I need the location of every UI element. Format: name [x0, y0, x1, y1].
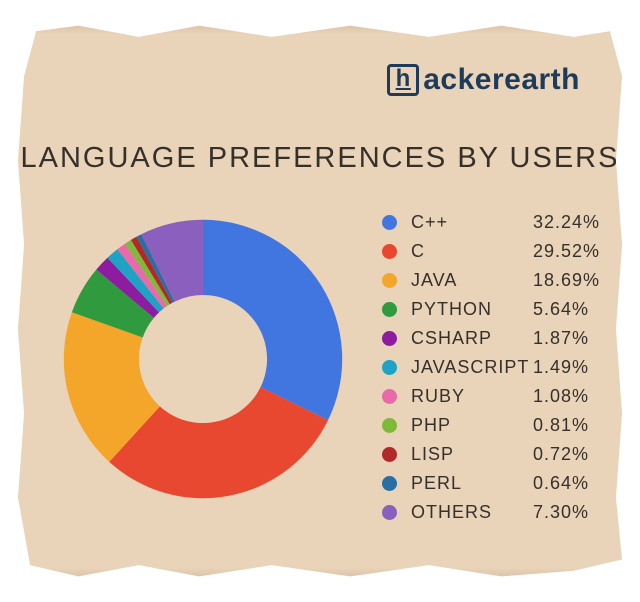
- logo-box: h: [387, 64, 419, 96]
- logo-letter: h: [396, 67, 411, 91]
- legend-row: C++32.24%: [382, 208, 634, 237]
- legend-row: Java18.69%: [382, 266, 634, 295]
- legend-value: 32.24%: [533, 212, 613, 233]
- legend-label: PHP: [411, 415, 533, 436]
- legend-row: Others7.30%: [382, 498, 634, 527]
- legend-bullet: [382, 273, 397, 288]
- legend-value: 1.08%: [533, 386, 613, 407]
- legend-value: 7.30%: [533, 502, 613, 523]
- legend-label: Perl: [411, 473, 533, 494]
- legend-value: 0.64%: [533, 473, 613, 494]
- legend-row: Perl0.64%: [382, 469, 634, 498]
- legend-value: 29.52%: [533, 241, 613, 262]
- legend-value: 0.81%: [533, 415, 613, 436]
- legend-bullet: [382, 244, 397, 259]
- legend-row: C29.52%: [382, 237, 634, 266]
- legend-value: 1.87%: [533, 328, 613, 349]
- legend-row: Lisp0.72%: [382, 440, 634, 469]
- logo-text: ackerearth: [423, 65, 580, 95]
- legend-bullet: [382, 476, 397, 491]
- legend-label: Ruby: [411, 386, 533, 407]
- legend-row: Javascript1.49%: [382, 353, 634, 382]
- legend-row: Ruby1.08%: [382, 382, 634, 411]
- legend-value: 0.72%: [533, 444, 613, 465]
- legend-label: Java: [411, 270, 533, 291]
- legend-label: Python: [411, 299, 533, 320]
- legend-label: Javascript: [411, 357, 533, 378]
- legend-bullet: [382, 389, 397, 404]
- legend: C++32.24%C29.52%Java18.69%Python5.64%CSh…: [382, 208, 634, 527]
- chart-title: Language Preferences by Users: [18, 142, 622, 175]
- legend-label: Others: [411, 502, 533, 523]
- legend-bullet: [382, 302, 397, 317]
- legend-label: C++: [411, 212, 533, 233]
- donut-chart: [58, 214, 348, 504]
- legend-row: CSharp1.87%: [382, 324, 634, 353]
- legend-row: PHP0.81%: [382, 411, 634, 440]
- legend-bullet: [382, 331, 397, 346]
- legend-bullet: [382, 418, 397, 433]
- legend-bullet: [382, 360, 397, 375]
- legend-value: 18.69%: [533, 270, 613, 291]
- legend-label: C: [411, 241, 533, 262]
- legend-label: CSharp: [411, 328, 533, 349]
- legend-value: 5.64%: [533, 299, 613, 320]
- hackerearth-logo: h ackerearth: [387, 64, 580, 96]
- legend-label: Lisp: [411, 444, 533, 465]
- paper-card: h ackerearth Language Preferences by Use…: [18, 20, 622, 582]
- legend-row: Python5.64%: [382, 295, 634, 324]
- legend-bullet: [382, 447, 397, 462]
- donut-hole: [140, 296, 267, 423]
- legend-bullet: [382, 505, 397, 520]
- legend-value: 1.49%: [533, 357, 613, 378]
- legend-bullet: [382, 215, 397, 230]
